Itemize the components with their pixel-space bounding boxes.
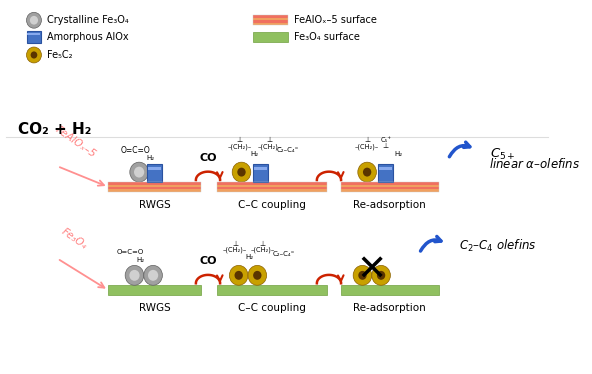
Bar <box>217 182 327 192</box>
Bar <box>253 15 288 18</box>
Text: linear $\alpha$–olefins: linear $\alpha$–olefins <box>489 157 580 171</box>
Text: ✕: ✕ <box>356 253 387 287</box>
Circle shape <box>144 266 162 285</box>
Bar <box>341 184 439 187</box>
Text: RWGS: RWGS <box>139 303 171 313</box>
Bar <box>108 182 201 184</box>
Text: $C_2$–$C_4$ olefins: $C_2$–$C_4$ olefins <box>459 237 537 254</box>
Circle shape <box>248 266 266 285</box>
Circle shape <box>358 271 366 280</box>
Bar <box>341 182 439 184</box>
Text: ⊥: ⊥ <box>382 143 389 149</box>
Bar <box>253 18 288 20</box>
Bar <box>378 164 393 182</box>
Circle shape <box>237 168 246 177</box>
Circle shape <box>232 162 251 182</box>
Bar <box>108 184 201 187</box>
Circle shape <box>377 271 385 280</box>
Text: Amorphous AlOx: Amorphous AlOx <box>47 32 128 42</box>
Circle shape <box>130 162 149 182</box>
Text: ⊥: ⊥ <box>364 137 370 143</box>
Bar <box>253 167 266 171</box>
Bar <box>253 32 288 42</box>
Text: RWGS: RWGS <box>139 200 171 210</box>
Text: CO: CO <box>200 257 217 266</box>
Circle shape <box>27 12 41 28</box>
Bar <box>341 190 439 192</box>
Text: Re-adsorption: Re-adsorption <box>353 200 426 210</box>
Circle shape <box>358 162 377 182</box>
Bar <box>341 187 439 190</box>
Bar <box>341 285 439 295</box>
Circle shape <box>253 271 262 280</box>
Bar <box>379 167 392 171</box>
Bar <box>341 182 439 192</box>
Bar <box>217 190 327 192</box>
Text: Fe₅C₂: Fe₅C₂ <box>47 50 72 60</box>
Bar <box>217 182 327 184</box>
Text: –(CH₂)–: –(CH₂)– <box>227 143 252 150</box>
Text: O=C=O: O=C=O <box>117 248 144 255</box>
Text: –(CH₂)–: –(CH₂)– <box>355 143 379 150</box>
Circle shape <box>234 271 243 280</box>
Text: C₂–C₄⁼: C₂–C₄⁼ <box>272 251 295 257</box>
Text: FeAlOₓ–5 surface: FeAlOₓ–5 surface <box>294 15 377 25</box>
Text: ⊥: ⊥ <box>260 240 266 246</box>
Circle shape <box>353 266 372 285</box>
Text: ⊥: ⊥ <box>266 137 272 143</box>
Bar <box>217 187 327 190</box>
Bar <box>108 285 201 295</box>
Bar <box>217 184 327 187</box>
Text: Fe₃O₄: Fe₃O₄ <box>59 227 89 252</box>
Text: Re-adsorption: Re-adsorption <box>353 303 426 313</box>
Circle shape <box>134 167 144 178</box>
Bar <box>149 167 162 171</box>
Text: –(CH₂)–: –(CH₂)– <box>258 143 282 150</box>
Text: Crystalline Fe₃O₄: Crystalline Fe₃O₄ <box>47 15 128 25</box>
Circle shape <box>125 266 144 285</box>
Text: CO₂ + H₂: CO₂ + H₂ <box>18 122 92 137</box>
Text: H₂: H₂ <box>250 151 259 157</box>
Circle shape <box>30 16 38 25</box>
Bar <box>253 15 288 25</box>
Text: C–C coupling: C–C coupling <box>238 200 306 210</box>
Text: H₂: H₂ <box>246 254 254 260</box>
Bar <box>27 31 41 43</box>
Text: C₂–C₄⁼: C₂–C₄⁼ <box>277 147 299 153</box>
Text: $C_{5+}$: $C_{5+}$ <box>490 147 516 162</box>
Bar <box>253 23 288 25</box>
Circle shape <box>148 270 158 281</box>
Text: O=C=O: O=C=O <box>121 146 150 155</box>
Circle shape <box>229 266 248 285</box>
Text: –(CH₂)–: –(CH₂)– <box>251 246 275 253</box>
Circle shape <box>129 270 140 281</box>
Circle shape <box>31 51 37 59</box>
Text: FeAlOₓ–5: FeAlOₓ–5 <box>54 124 98 159</box>
Circle shape <box>27 47 41 63</box>
Text: H₂: H₂ <box>136 257 144 263</box>
Text: Fe₃O₄ surface: Fe₃O₄ surface <box>294 32 359 42</box>
Text: C–C coupling: C–C coupling <box>238 303 306 313</box>
Bar <box>217 285 327 295</box>
Text: ⊥: ⊥ <box>237 137 243 143</box>
Bar <box>108 182 201 192</box>
Text: H₂: H₂ <box>146 155 155 161</box>
Bar <box>253 164 268 182</box>
Text: H₂: H₂ <box>395 151 403 157</box>
Text: ⊥: ⊥ <box>232 240 238 246</box>
Bar <box>253 20 288 23</box>
Text: C₅⁺: C₅⁺ <box>380 137 391 143</box>
Circle shape <box>363 168 371 177</box>
Bar <box>27 33 40 35</box>
Text: –(CH₂)–: –(CH₂)– <box>223 246 247 253</box>
Bar <box>108 190 201 192</box>
Bar <box>147 164 162 182</box>
Circle shape <box>372 266 390 285</box>
Text: CO: CO <box>200 153 217 163</box>
Bar <box>108 187 201 190</box>
